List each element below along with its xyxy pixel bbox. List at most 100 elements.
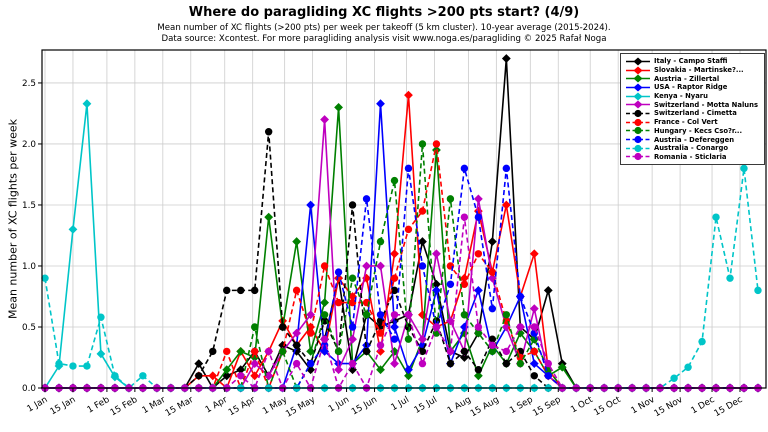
series-marker [474, 365, 483, 374]
series-marker [334, 298, 343, 307]
series-marker [390, 274, 399, 282]
series-marker [390, 359, 399, 368]
legend-item: Switzerland - Cimetta [625, 109, 758, 118]
series-marker [264, 212, 274, 222]
series-marker [292, 237, 302, 246]
legend-label: Austria - Defereggen [653, 135, 735, 144]
series-marker [529, 359, 539, 368]
x-tick-label: 1 Dec [690, 395, 717, 416]
series-marker [516, 323, 525, 331]
series-marker [362, 261, 371, 271]
series-marker [376, 365, 385, 375]
legend-item: Hungary - Kecs Cso?r... [625, 127, 758, 136]
series-marker [376, 261, 385, 271]
series-marker [306, 329, 315, 337]
series-marker [41, 274, 49, 282]
series-marker [418, 140, 427, 148]
legend-item: France - Col Vert [625, 118, 758, 127]
series-marker [362, 347, 371, 356]
x-tick-label: 1 Mar [141, 395, 168, 416]
series-marker [432, 249, 441, 259]
legend-sample [625, 135, 650, 144]
legend-label: Hungary - Kecs Cso?r... [653, 126, 743, 135]
series-marker [390, 346, 399, 356]
series-marker [264, 128, 273, 136]
series-marker [740, 164, 748, 173]
legend-label: Switzerland - Cimetta [653, 109, 737, 118]
x-tick-label: 1 Apr [204, 395, 230, 416]
x-tick-label: 1 Sep [508, 395, 535, 416]
series-marker [474, 323, 483, 331]
series-marker [432, 140, 441, 148]
series-marker [543, 285, 553, 295]
series-marker [292, 359, 301, 368]
series-marker [446, 347, 455, 356]
x-tick-label: 15 Aug [469, 395, 501, 419]
y-tick-label: 1.5 [22, 201, 36, 211]
series-marker [320, 115, 329, 124]
x-tick-label: 15 Jan [49, 395, 78, 417]
series-marker [320, 298, 329, 307]
legend-marker-diamond [633, 100, 643, 109]
series-marker [712, 213, 720, 221]
series-marker [544, 372, 552, 380]
y-tick-label: 0.0 [22, 384, 36, 394]
legend-sample [625, 83, 650, 92]
x-tick-label: 1 Jun [327, 395, 351, 415]
series-marker [209, 347, 217, 356]
series-marker [459, 353, 469, 362]
series-marker [404, 365, 413, 375]
series-marker [530, 347, 538, 356]
x-tick-label: 15 Jun [350, 395, 379, 418]
legend-item: Slovakia - Martinske?... [625, 66, 758, 75]
series-marker [222, 365, 232, 375]
series-marker [516, 292, 525, 301]
legend-marker-circle [634, 153, 642, 161]
series-marker [334, 347, 343, 356]
series-marker [529, 249, 539, 259]
x-tick-label: 15 Nov [653, 395, 685, 419]
legend-item: Austria - Zillertal [625, 74, 758, 83]
series-marker [236, 365, 246, 375]
series-line [45, 168, 758, 389]
series-marker [488, 341, 497, 349]
series-marker [250, 347, 259, 356]
legend-sample [625, 153, 650, 161]
legend-label: Slovakia - Martinske?... [653, 66, 744, 75]
series-marker [557, 362, 567, 372]
series-marker [516, 359, 525, 368]
legend-marker-diamond [633, 83, 643, 92]
series-marker [390, 249, 399, 259]
legend-item: USA - Raptor Ridge [625, 83, 758, 92]
x-tick-label: 1 Aug [446, 395, 473, 416]
series-marker [473, 285, 483, 295]
series-marker [376, 99, 385, 109]
legend-marker-circle [634, 135, 642, 144]
series-marker [418, 347, 427, 356]
series-marker [488, 347, 497, 356]
legend-marker-diamond [633, 74, 643, 83]
series-marker [432, 323, 441, 331]
x-tick-label: 1 Feb [86, 395, 112, 416]
series-marker [96, 349, 106, 359]
series-marker [278, 323, 287, 331]
series-line [44, 168, 759, 390]
series-marker [348, 323, 357, 331]
series-marker [460, 213, 469, 221]
series-marker [473, 371, 483, 381]
series-marker [418, 334, 427, 344]
series-marker [390, 322, 399, 332]
series-marker [488, 335, 497, 343]
series-marker [459, 273, 469, 283]
series-marker [250, 371, 260, 381]
series-marker [474, 250, 483, 258]
series-marker [278, 347, 287, 356]
series-marker [446, 280, 455, 288]
legend-sample [625, 109, 650, 118]
legend-item: Italy - Campo Staffi [625, 57, 758, 66]
legend-sample [625, 118, 650, 126]
legend-label: Australia - Conargo [653, 144, 729, 153]
series-marker [418, 262, 427, 270]
series-marker [529, 304, 539, 314]
